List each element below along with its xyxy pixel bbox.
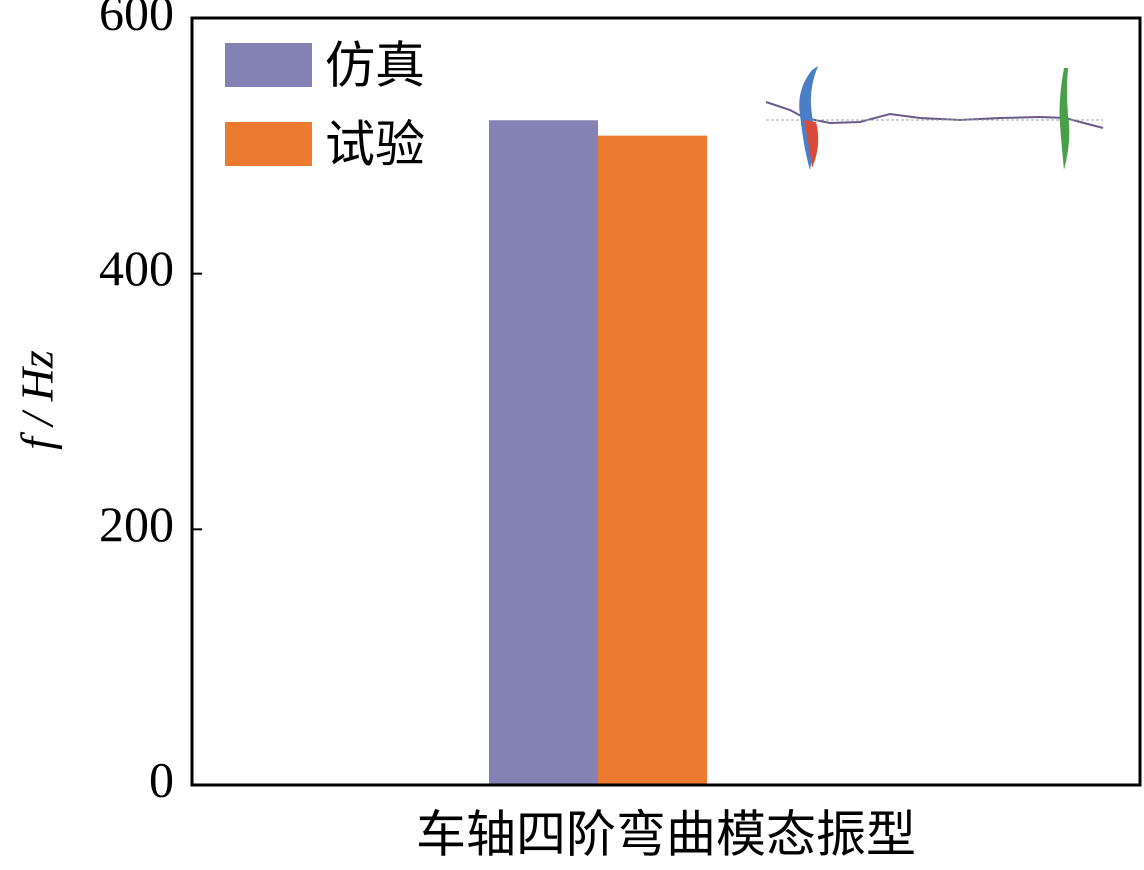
legend-swatch <box>225 43 312 87</box>
y-tick-label: 400 <box>99 240 174 296</box>
plot-frame <box>190 16 1142 787</box>
inset-shape <box>804 120 819 168</box>
y-tick-label: 0 <box>149 751 174 807</box>
bar <box>598 135 707 785</box>
x-tick-label: 车轴四阶弯曲模态振型 <box>416 806 916 864</box>
y-tick-label: 600 <box>99 0 174 40</box>
legend-label: 试验 <box>325 116 425 174</box>
y-axis-label: f / Hz <box>12 350 63 450</box>
y-tick-label: 200 <box>99 496 174 552</box>
legend-label: 仿真 <box>325 37 425 95</box>
mode-shape-inset <box>765 66 1104 170</box>
inset-shape <box>1059 68 1070 170</box>
bar <box>489 120 598 786</box>
legend-swatch <box>225 122 312 166</box>
